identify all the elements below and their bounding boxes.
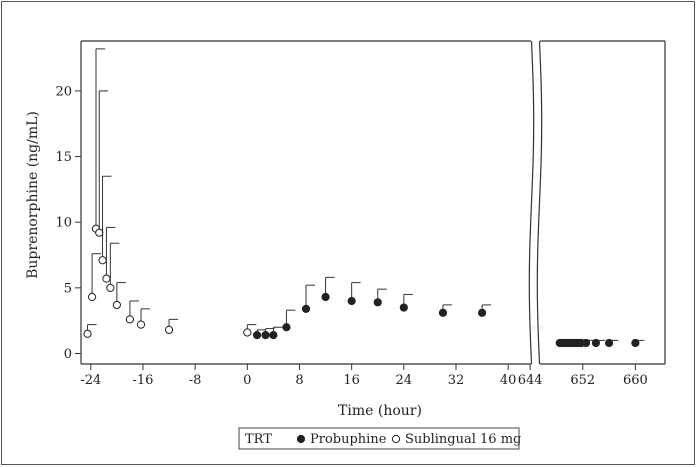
legend-label-probuphine: Probuphine — [310, 432, 387, 447]
x-tick-label: -16 — [132, 373, 153, 388]
legend-marker-probuphine — [296, 434, 306, 444]
y-axis-label: Buprenorphine (ng/mL) — [25, 111, 41, 279]
legend-label-sublingual: Sublingual 16 mg — [405, 432, 521, 447]
probuphine-point — [631, 338, 640, 348]
legend-title: TRT — [245, 432, 272, 447]
data-marks — [83, 48, 645, 348]
sublingual-point — [112, 300, 121, 310]
probuphine-point — [477, 308, 487, 317]
legend-box — [238, 427, 520, 450]
sublingual-point — [102, 274, 111, 283]
sublingual-point — [87, 292, 97, 302]
x-tick-label: 644 — [518, 373, 543, 388]
x-tick-label: 8 — [295, 373, 303, 388]
probuphine-point — [438, 308, 448, 317]
probuphine-point — [347, 296, 356, 306]
sublingual-point — [243, 328, 252, 337]
legend: TRT Probuphine Sublingual 16 mg — [238, 427, 521, 450]
probuphine-point — [261, 331, 270, 340]
plot-panels — [80, 40, 666, 365]
x-tick-label: 24 — [396, 373, 413, 388]
sublingual-point — [136, 320, 146, 329]
probuphine-point — [301, 304, 311, 313]
legend-marker-sublingual — [391, 434, 401, 444]
probuphine-point — [591, 338, 601, 348]
y-axis: 0 5 10 15 20 — [55, 84, 81, 362]
y-tick-label: 15 — [55, 150, 72, 165]
probuphine-point — [252, 331, 262, 340]
x-tick-label: 652 — [570, 373, 595, 388]
y-tick-label: 10 — [55, 216, 72, 231]
x-tick-label: 40 — [500, 373, 517, 388]
x-tick-label: -24 — [80, 373, 101, 388]
axis-break-line-right — [536, 40, 543, 365]
probuphine-point — [604, 338, 614, 348]
x-tick-label: 16 — [343, 373, 360, 388]
probuphine-point — [581, 338, 591, 348]
probuphine-point — [373, 298, 382, 307]
y-tick-label: 0 — [64, 347, 72, 362]
sublingual-point — [106, 283, 115, 292]
x-axis-label: Time (hour) — [338, 403, 422, 419]
probuphine-point — [269, 331, 278, 340]
y-tick-label: 20 — [55, 84, 72, 99]
y-tick-label: 5 — [64, 281, 72, 296]
x-tick-label: 0 — [243, 373, 251, 388]
sublingual-point — [83, 329, 92, 338]
x-tick-label: -8 — [189, 373, 202, 388]
sublingual-point — [95, 228, 104, 237]
probuphine-point — [321, 292, 330, 302]
sublingual-point — [164, 325, 174, 334]
probuphine-point — [399, 303, 408, 312]
x-tick-label: 32 — [448, 373, 465, 388]
sublingual-point — [98, 256, 107, 265]
x-tick-label: 660 — [623, 373, 648, 388]
probuphine-point — [282, 323, 291, 332]
axis-break-line-left — [528, 40, 535, 365]
x-axis: -24 -16 -8 0 8 16 24 32 40 644 652 660 — [80, 364, 648, 388]
sublingual-point — [125, 315, 135, 324]
